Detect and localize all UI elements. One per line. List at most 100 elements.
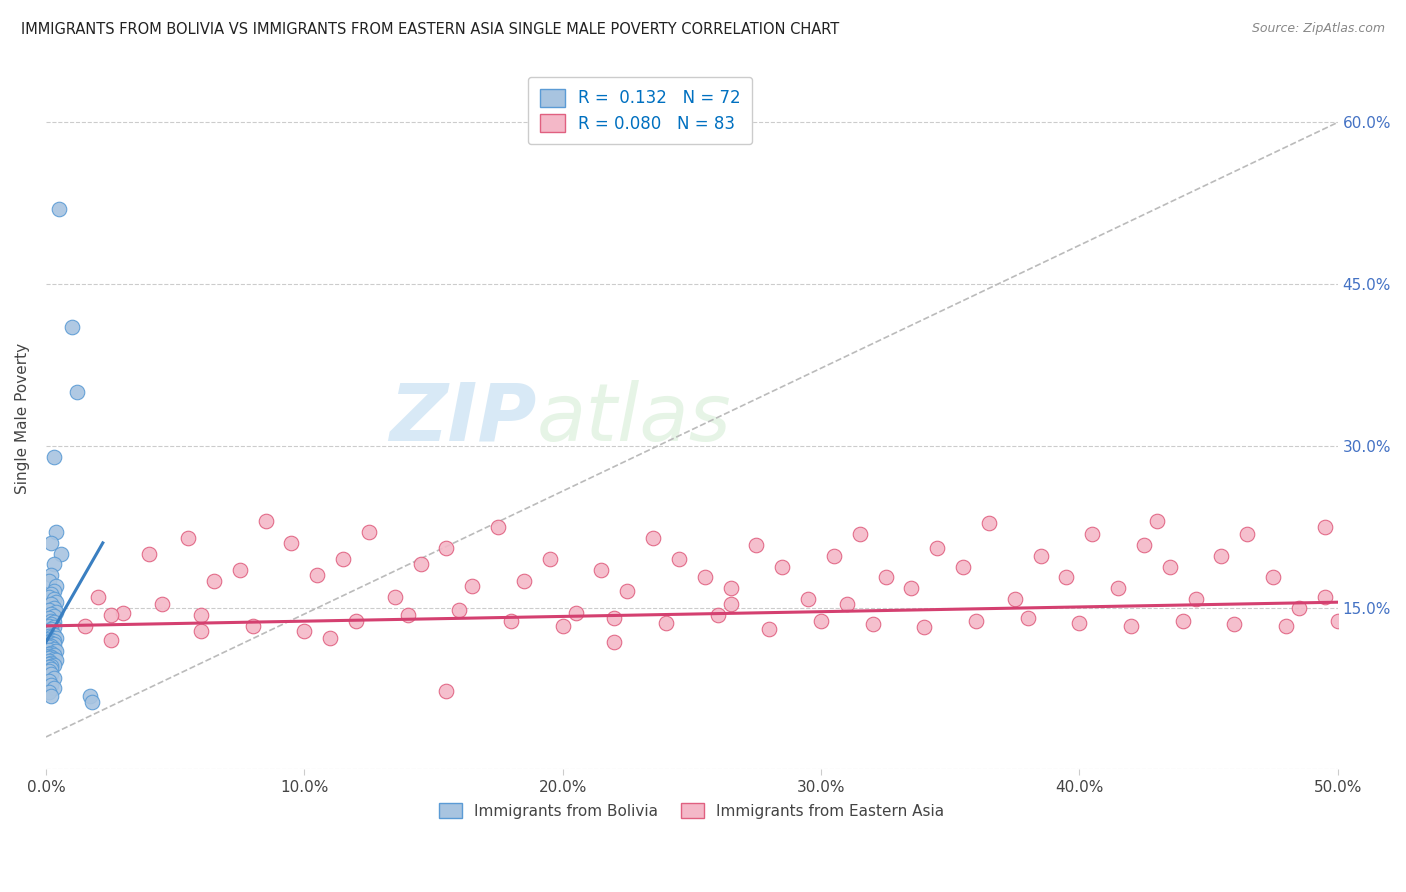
- Point: [1313, 590, 1336, 604]
- Point: [1236, 527, 1258, 541]
- Point: [42, 615, 65, 629]
- Point: [45, 631, 67, 645]
- Point: [39, 689, 62, 703]
- Point: [538, 552, 561, 566]
- Text: Source: ZipAtlas.com: Source: ZipAtlas.com: [1251, 22, 1385, 36]
- Point: [1275, 619, 1298, 633]
- Point: [38, 649, 60, 664]
- Point: [39, 568, 62, 582]
- Point: [1146, 514, 1168, 528]
- Point: [1069, 615, 1091, 630]
- Point: [38, 638, 60, 652]
- Point: [1171, 614, 1194, 628]
- Point: [190, 608, 212, 623]
- Point: [835, 598, 858, 612]
- Point: [38, 660, 60, 674]
- Point: [38, 642, 60, 657]
- Point: [927, 541, 949, 556]
- Point: [42, 584, 65, 599]
- Point: [38, 657, 60, 671]
- Point: [823, 549, 845, 563]
- Text: atlas: atlas: [537, 380, 731, 458]
- Point: [38, 635, 60, 649]
- Point: [38, 574, 60, 588]
- Point: [190, 624, 212, 639]
- Point: [1261, 570, 1284, 584]
- Point: [42, 681, 65, 696]
- Point: [100, 608, 122, 623]
- Point: [848, 527, 870, 541]
- Point: [100, 632, 122, 647]
- Point: [1081, 527, 1104, 541]
- Point: [45, 643, 67, 657]
- Point: [66, 384, 89, 399]
- Point: [39, 636, 62, 650]
- Point: [307, 568, 329, 582]
- Point: [862, 616, 884, 631]
- Point: [952, 559, 974, 574]
- Point: [912, 620, 935, 634]
- Point: [38, 632, 60, 646]
- Point: [42, 558, 65, 572]
- Point: [42, 620, 65, 634]
- Point: [1029, 549, 1052, 563]
- Point: [51, 547, 73, 561]
- Point: [39, 632, 62, 647]
- Point: [228, 563, 250, 577]
- Point: [409, 558, 432, 572]
- Point: [39, 656, 62, 670]
- Point: [42, 627, 65, 641]
- Point: [810, 614, 832, 628]
- Point: [39, 658, 62, 673]
- Point: [603, 635, 626, 649]
- Point: [42, 637, 65, 651]
- Point: [39, 640, 62, 654]
- Point: [39, 586, 62, 600]
- Point: [1313, 519, 1336, 533]
- Point: [60, 320, 83, 334]
- Text: ZIP: ZIP: [389, 380, 537, 458]
- Point: [138, 547, 160, 561]
- Point: [720, 581, 742, 595]
- Point: [434, 541, 457, 556]
- Point: [1223, 616, 1246, 631]
- Point: [39, 607, 62, 621]
- Point: [38, 655, 60, 669]
- Point: [39, 630, 62, 644]
- Point: [39, 646, 62, 660]
- Point: [720, 598, 742, 612]
- Point: [758, 622, 780, 636]
- Point: [551, 619, 574, 633]
- Point: [38, 629, 60, 643]
- Point: [242, 619, 264, 633]
- Point: [38, 651, 60, 665]
- Point: [449, 603, 471, 617]
- Point: [48, 202, 70, 216]
- Point: [45, 525, 67, 540]
- Point: [38, 619, 60, 633]
- Point: [112, 606, 135, 620]
- Point: [434, 683, 457, 698]
- Point: [1133, 538, 1156, 552]
- Point: [39, 625, 62, 640]
- Point: [39, 614, 62, 628]
- Point: [42, 591, 65, 606]
- Point: [38, 647, 60, 661]
- Point: [1184, 591, 1206, 606]
- Point: [1107, 581, 1129, 595]
- Point: [319, 631, 342, 645]
- Point: [486, 519, 509, 533]
- Point: [38, 684, 60, 698]
- Point: [38, 624, 60, 639]
- Point: [1017, 611, 1039, 625]
- Point: [591, 563, 613, 577]
- Point: [332, 552, 354, 566]
- Point: [770, 559, 793, 574]
- Point: [177, 531, 200, 545]
- Point: [202, 574, 225, 588]
- Text: IMMIGRANTS FROM BOLIVIA VS IMMIGRANTS FROM EASTERN ASIA SINGLE MALE POVERTY CORR: IMMIGRANTS FROM BOLIVIA VS IMMIGRANTS FR…: [21, 22, 839, 37]
- Point: [641, 531, 664, 545]
- Point: [564, 606, 586, 620]
- Y-axis label: Single Male Poverty: Single Male Poverty: [15, 343, 30, 494]
- Point: [42, 641, 65, 656]
